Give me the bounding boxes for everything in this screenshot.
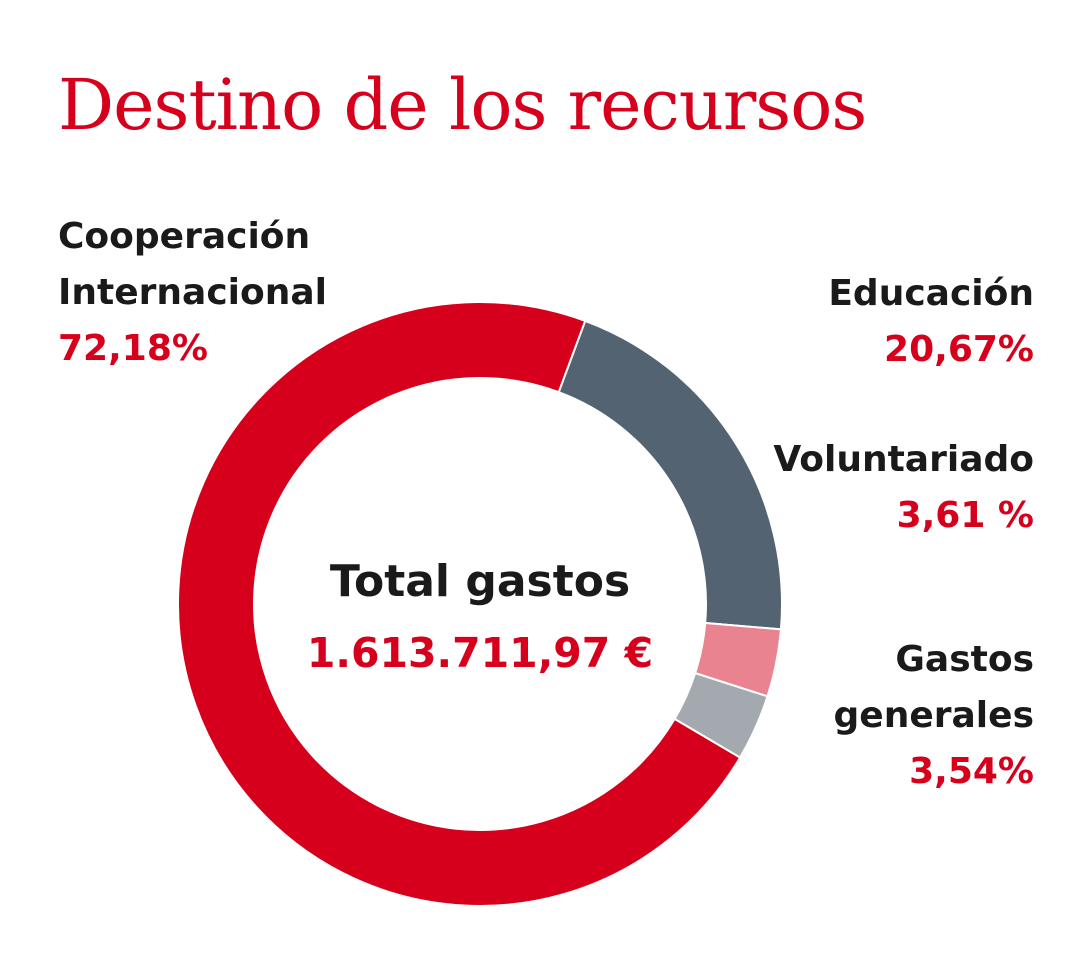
slice-cooperacion (177, 301, 742, 907)
slice-name: generales (833, 695, 1034, 736)
slice-percentage: 3,61 % (896, 495, 1034, 536)
center-title: Total gastos (330, 556, 630, 607)
chart-title: Destino de los recursos (58, 64, 867, 146)
slice-label-educacion: Educación 20,67% (828, 266, 1034, 378)
center-value: 1.613.711,97 € (307, 629, 653, 677)
slice-label-cooperacion: Cooperación Internacional 72,18% (58, 209, 327, 377)
slice-name: Voluntariado (773, 439, 1034, 480)
slice-percentage: 20,67% (884, 329, 1034, 370)
slice-gastos-generales (673, 671, 769, 759)
slice-name: Internacional (58, 272, 327, 313)
slice-percentage: 72,18% (58, 328, 208, 369)
slice-label-voluntariado: Voluntariado 3,61 % (773, 432, 1034, 544)
slice-name: Cooperación (58, 216, 311, 257)
slice-name: Gastos (895, 639, 1034, 680)
slice-name: Educación (828, 273, 1034, 314)
slice-label-gastos-generales: Gastos generales 3,54% (834, 632, 1034, 800)
slice-percentage: 3,54% (909, 751, 1034, 792)
